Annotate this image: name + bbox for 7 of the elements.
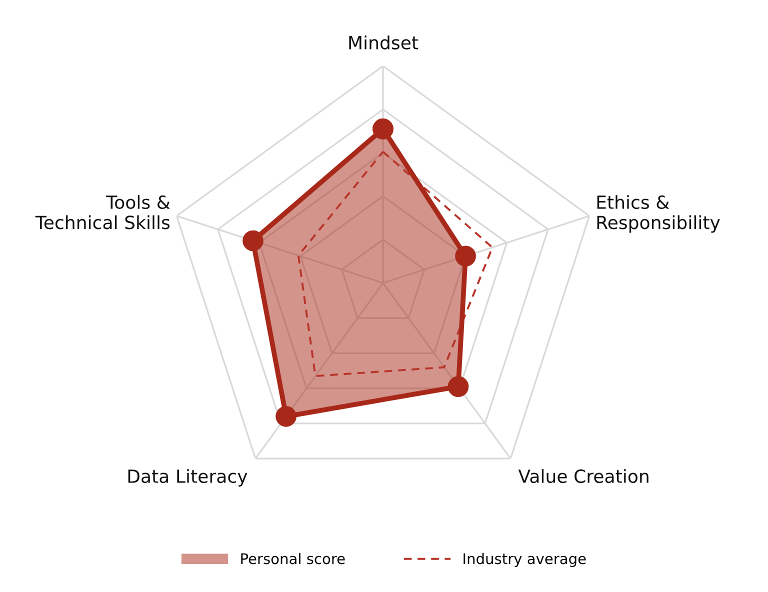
spoke-label: Data Literacy <box>128 469 248 487</box>
spoke-label: Ethics & Responsibility <box>597 195 720 233</box>
spoke-label: Mindset <box>349 36 418 50</box>
legend-label: Industry average <box>464 552 586 568</box>
legend-label: Personal score <box>241 552 345 564</box>
spoke-label: Tools & Technical Skills <box>35 195 170 230</box>
spoke-label: Value Creation <box>518 469 648 484</box>
